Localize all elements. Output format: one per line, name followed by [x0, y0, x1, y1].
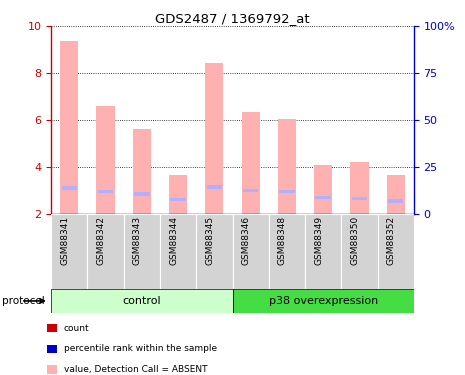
Bar [46, 324, 57, 332]
Bar [232, 214, 269, 289]
Bar [98, 190, 113, 193]
Bar [51, 289, 232, 313]
Bar [61, 186, 77, 190]
Text: protocol: protocol [2, 296, 45, 306]
Bar [96, 106, 114, 214]
Text: count: count [64, 324, 89, 333]
Bar [378, 214, 414, 289]
Bar [87, 214, 124, 289]
Bar [46, 365, 57, 374]
Bar [170, 198, 186, 201]
Bar [279, 190, 295, 193]
Bar [232, 289, 414, 313]
Text: GSM88348: GSM88348 [278, 216, 287, 265]
Bar [351, 162, 368, 214]
Bar [352, 197, 367, 200]
Title: GDS2487 / 1369792_at: GDS2487 / 1369792_at [155, 12, 310, 25]
Text: GSM88341: GSM88341 [60, 216, 69, 265]
Text: GSM88342: GSM88342 [97, 216, 106, 265]
Bar [269, 214, 305, 289]
Bar [205, 63, 223, 214]
Text: control: control [122, 296, 161, 306]
Text: percentile rank within the sample: percentile rank within the sample [64, 344, 217, 353]
Bar [242, 112, 259, 214]
Bar [133, 129, 151, 214]
Text: GSM88344: GSM88344 [169, 216, 178, 265]
Bar [160, 214, 196, 289]
Text: GSM88343: GSM88343 [133, 216, 142, 265]
Bar [51, 214, 87, 289]
Bar [196, 214, 232, 289]
Bar [60, 42, 78, 214]
Bar [169, 175, 187, 214]
Bar [206, 185, 222, 189]
Text: GSM88352: GSM88352 [387, 216, 396, 265]
Bar [305, 214, 341, 289]
Bar [388, 199, 404, 202]
Bar [124, 214, 160, 289]
Bar [243, 189, 259, 192]
Text: GSM88346: GSM88346 [242, 216, 251, 265]
Bar [386, 175, 405, 214]
Text: p38 overexpression: p38 overexpression [269, 296, 378, 306]
Bar [315, 196, 331, 199]
Bar [134, 192, 150, 196]
Text: value, Detection Call = ABSENT: value, Detection Call = ABSENT [64, 365, 207, 374]
Text: GSM88345: GSM88345 [206, 216, 214, 265]
Bar [46, 345, 57, 353]
Bar [278, 119, 296, 214]
Text: GSM88349: GSM88349 [314, 216, 323, 265]
Bar [341, 214, 378, 289]
Bar [314, 165, 332, 214]
Text: GSM88350: GSM88350 [351, 216, 359, 265]
